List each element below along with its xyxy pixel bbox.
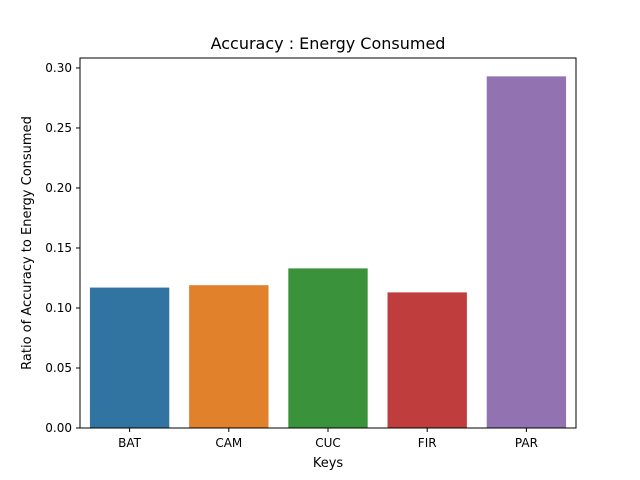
- x-tick-label: PAR: [515, 436, 538, 450]
- y-tick-label: 0.30: [45, 61, 72, 75]
- x-tick-label: CAM: [215, 436, 242, 450]
- x-tick-label: BAT: [118, 436, 142, 450]
- y-tick-label: 0.25: [45, 121, 72, 135]
- bars-group: [89, 76, 567, 428]
- bar-par: [486, 76, 567, 428]
- x-axis-ticks: BAT CAM CUC FIR PAR: [118, 428, 538, 450]
- y-tick-label: 0.05: [45, 361, 72, 375]
- bar-cuc: [288, 268, 368, 428]
- y-tick-label: 0.00: [45, 421, 72, 435]
- x-axis-label: Keys: [313, 456, 344, 471]
- chart-title: Accuracy : Energy Consumed: [211, 34, 446, 53]
- y-tick-label: 0.15: [45, 241, 72, 255]
- x-tick-label: FIR: [418, 436, 437, 450]
- bar-fir: [387, 292, 467, 428]
- bar-bat: [89, 287, 170, 428]
- plot-frame: [79, 57, 577, 429]
- bar-cam: [189, 285, 269, 428]
- y-tick-label: 0.20: [45, 181, 72, 195]
- y-axis-label: Ratio of Accuracy to Energy Consumed: [20, 116, 35, 370]
- y-tick-label: 0.10: [45, 301, 72, 315]
- y-axis-ticks: 0.00 0.05 0.10 0.15 0.20 0.25 0.30: [45, 61, 80, 435]
- x-tick-label: CUC: [315, 436, 341, 450]
